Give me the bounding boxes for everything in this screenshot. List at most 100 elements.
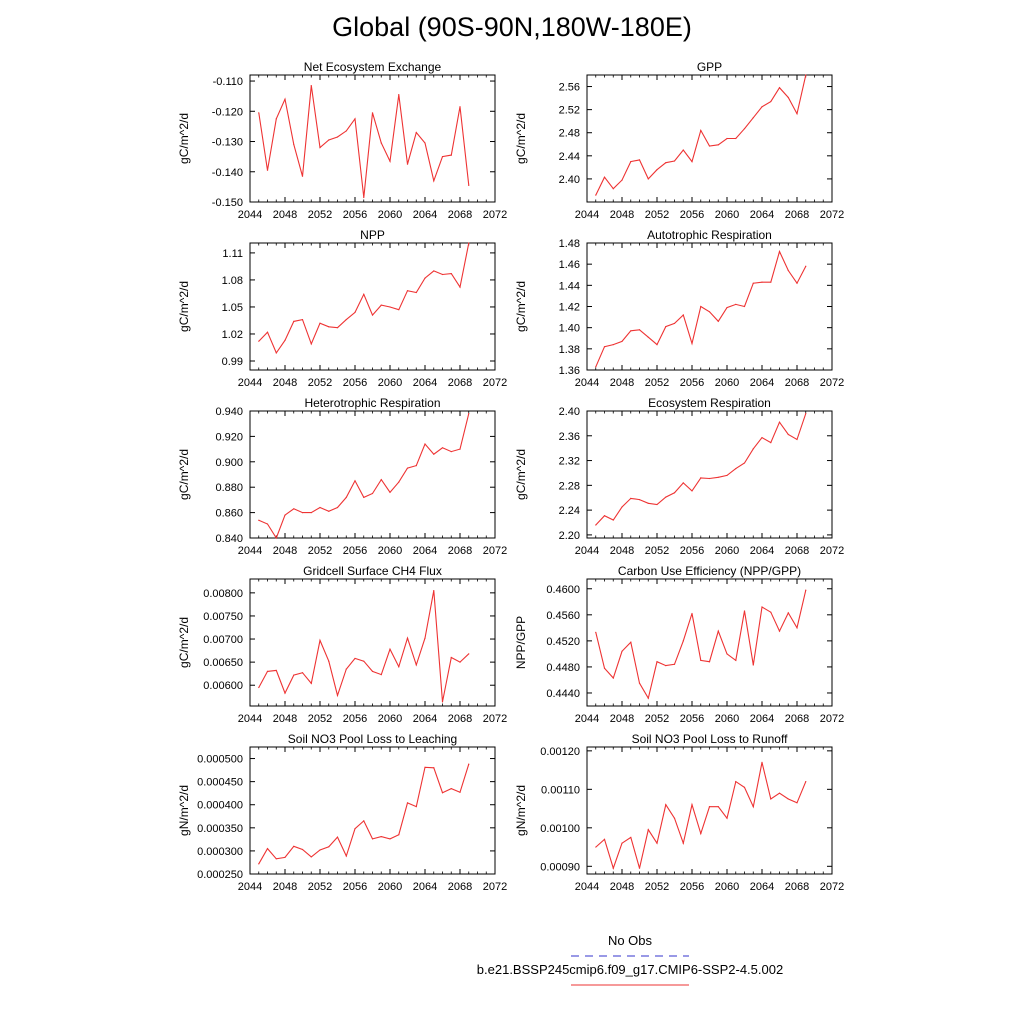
x-tick-label: 2072 [483,545,507,557]
plot-frame [249,242,496,371]
data-point [770,281,772,283]
data-point [603,667,606,669]
data-point [380,478,382,481]
data-point [301,672,304,674]
y-tick-label: 0.920 [215,431,243,443]
data-point [621,506,623,508]
data-point [717,806,719,808]
data-point [441,701,444,703]
data-point [717,476,719,478]
data-point [656,661,658,663]
x-tick-label: 2048 [610,377,634,389]
data-point [665,496,667,498]
data-point [459,661,461,663]
data-point [700,305,702,308]
x-tick-label: 2056 [343,377,367,389]
y-tick-label: 0.00700 [203,634,243,646]
y-axis-label: gC/m^2/d [514,449,528,500]
data-point [735,303,737,305]
data-point [336,836,339,838]
data-point [433,270,435,272]
y-tick-label: 0.00090 [540,861,580,873]
chart-panel-5: Heterotrophic Respiration gC/m^2/d 2044 204… [177,396,507,557]
data-point [796,282,798,284]
x-tick-label: 2068 [448,545,472,557]
data-point [778,630,781,632]
data-point [301,848,304,851]
data-point [595,366,597,368]
chart-panel-1: Net Ecosystem Exchange gC/m^2/d 2044 2048 20… [177,60,507,221]
data-point [293,845,295,847]
data-point [389,648,391,650]
data-point [761,606,763,608]
data-point [293,143,295,146]
chart-title: Soil NO3 Pool Loss to Runoff [632,732,789,746]
x-tick-label: 2064 [750,713,774,725]
data-point [371,314,374,316]
data-point [735,781,737,783]
data-point [284,339,286,341]
data-point [717,630,719,632]
y-tick-label: 0.000350 [197,823,243,835]
data-point [433,589,435,592]
data-point [700,832,702,835]
data-point [284,98,286,100]
legend-run-label: b.e21.BSSP245cmip6.f09_g17.CMIP6-SSP2-4.… [477,962,783,977]
data-point [415,291,417,294]
y-tick-label: 2.52 [559,105,580,117]
x-tick-label: 2052 [308,209,332,221]
x-tick-label: 2072 [820,545,844,557]
x-tick-label: 2068 [448,209,472,221]
data-point [275,669,277,672]
x-tick-label: 2048 [610,545,634,557]
data-point [638,498,641,501]
data-point [354,657,356,660]
plot-frame [249,410,496,539]
data-point [656,842,658,844]
y-axis-label: gC/m^2/d [177,617,191,668]
data-point [700,659,702,662]
x-tick-label: 2052 [645,377,669,389]
data-point [682,640,684,642]
data-point [336,506,339,509]
data-point [673,322,676,325]
x-tick-label: 2060 [378,377,402,389]
x-tick-label: 2048 [273,209,297,221]
y-axis-label: gC/m^2/d [514,281,528,332]
series-line [595,413,807,526]
y-tick-label: 2.44 [559,151,580,163]
x-tick-label: 2044 [575,209,599,221]
series-line [258,590,470,702]
chart-title: Carbon Use Efficiency (NPP/GPP) [618,564,801,578]
data-point [363,820,365,822]
x-tick-label: 2052 [645,713,669,725]
y-tick-label: 0.000250 [197,869,243,881]
data-point [345,855,347,857]
x-tick-label: 2072 [820,713,844,725]
y-tick-label: 2.28 [559,480,580,492]
data-point [424,637,426,639]
data-point [328,846,330,848]
data-point [275,352,277,354]
y-tick-label: 1.05 [222,302,243,314]
data-point [735,137,737,140]
y-tick-label: -0.120 [212,106,243,118]
x-tick-label: 2060 [378,545,402,557]
data-point [691,612,693,615]
data-point [310,856,312,858]
y-tick-label: 0.000450 [197,777,243,789]
data-point [459,791,461,793]
data-point [708,145,711,147]
data-point [380,835,382,838]
data-point [770,611,772,613]
y-tick-label: 2.24 [559,505,580,517]
x-tick-label: 2068 [785,545,809,557]
data-point [371,112,374,114]
y-tick-label: 0.000300 [197,846,243,858]
data-point [691,490,693,492]
data-point [630,641,632,643]
data-point [371,838,374,840]
x-tick-label: 2056 [680,545,704,557]
y-tick-label: 0.000400 [197,800,243,812]
data-point [398,834,400,836]
